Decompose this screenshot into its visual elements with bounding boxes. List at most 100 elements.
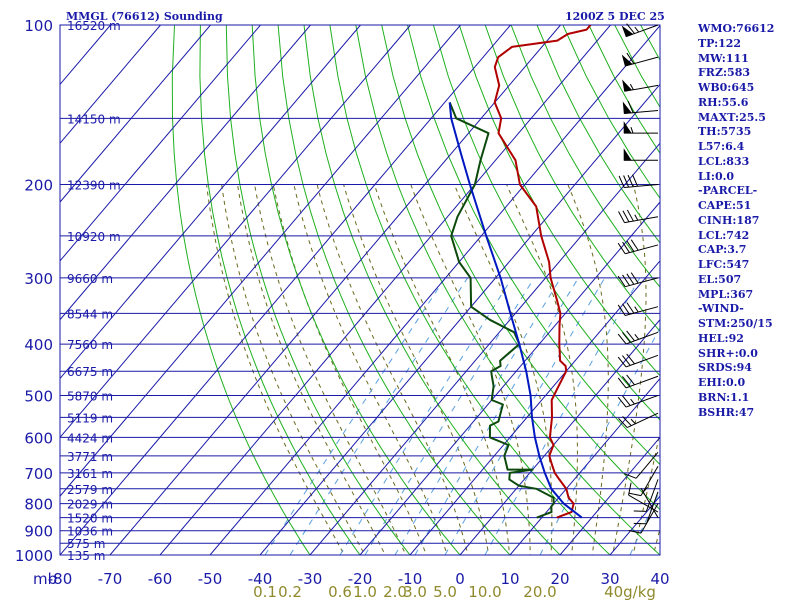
isotherm-line — [60, 25, 411, 439]
stat-item: CAPE:51 — [698, 199, 752, 212]
mixing-ratio-label: 2.0 — [383, 583, 407, 600]
stat-item: STM:250/15 — [698, 317, 773, 330]
wind-barb-pennant — [622, 101, 632, 114]
stat-item: -PARCEL- — [698, 184, 758, 198]
wind-barb — [624, 451, 659, 479]
wind-barb-flag — [617, 396, 627, 408]
wind-barbs — [617, 23, 659, 534]
stat-item: SRDS:94 — [698, 361, 752, 375]
wind-barb — [618, 174, 659, 189]
moist-adiabat-line — [272, 184, 427, 555]
wind-barb-staff — [640, 487, 659, 518]
wind-barb — [622, 79, 659, 92]
stat-item: FRZ:583 — [698, 66, 751, 80]
wind-barb-flag — [623, 175, 630, 188]
isotherms — [60, 25, 660, 555]
isotherm-line — [459, 318, 660, 555]
stat-item: LCL:742 — [698, 228, 750, 242]
stat-item: MAXT:25.5 — [698, 110, 766, 124]
wind-barb-half-flag — [630, 398, 635, 405]
wind-barb-flag — [618, 418, 628, 428]
pressure-label: 700 — [24, 465, 53, 483]
moist-adiabat-line — [373, 184, 511, 555]
stats-panel: WMO:76612 TP:122 MW:111 FRZ:583 WB0:645 RH:55… — [698, 22, 774, 420]
temperature-label: 10 — [500, 570, 519, 588]
wind-barb-staff — [625, 394, 659, 408]
wind-barb-flag — [617, 242, 626, 255]
pressure-label: 900 — [24, 523, 53, 541]
temperature-label: -20 — [348, 570, 373, 588]
mixing-ratio-label: 1.0 — [353, 583, 377, 600]
stat-item: L57:6.4 — [698, 140, 745, 153]
wind-barb-flag — [627, 100, 634, 113]
isotherm-line — [60, 25, 161, 145]
isotherm-line — [259, 83, 660, 555]
isobars — [59, 24, 661, 556]
height-label: 14150 m — [67, 112, 121, 126]
wind-barb — [618, 412, 659, 428]
pressure-label: 400 — [24, 336, 53, 354]
height-label: 4424 m — [67, 431, 113, 445]
wind-barb-flag — [628, 492, 642, 497]
isotherm-line — [109, 25, 561, 555]
isotherm-line — [60, 25, 511, 555]
temperature-label: 40 — [650, 570, 669, 588]
wind-barb — [640, 486, 659, 518]
wind-barb-flag — [622, 210, 630, 223]
stat-item: HEL:92 — [698, 331, 744, 345]
wind-barb — [617, 239, 659, 255]
mixing-ratio-line — [539, 327, 660, 555]
dry-adiabat-line — [303, 25, 561, 555]
isotherm-line — [509, 377, 660, 555]
stat-item: MW:111 — [698, 51, 749, 65]
wind-barb-staff — [625, 354, 659, 368]
wind-barb-staff — [624, 184, 659, 189]
wind-barb-half-flag — [630, 418, 636, 425]
wind-barb-flag — [630, 272, 639, 284]
wind-barb — [621, 52, 659, 67]
stat-item: BSHR:47 — [698, 405, 755, 419]
wind-barb-staff — [625, 306, 659, 316]
height-label: 7560 m — [67, 338, 113, 352]
mixing-ratio-label: 3.0 — [403, 583, 427, 600]
wind-barb-flag — [617, 377, 627, 389]
pressure-unit-label: mb — [33, 570, 57, 588]
stat-item: -WIND- — [698, 302, 744, 316]
height-label: 1036 m — [67, 525, 113, 539]
height-label: 10920 m — [67, 230, 121, 244]
wind-barb-flag — [626, 330, 635, 342]
stat-item: EHI:0.0 — [698, 376, 746, 389]
wind-barb-staff — [625, 331, 659, 345]
wind-barb-flag — [627, 174, 634, 187]
wind-barb-half-flag — [634, 306, 639, 313]
dry-adiabat-line — [458, 25, 660, 377]
wind-barb-flag — [617, 356, 627, 368]
wind-barb-staff — [625, 277, 659, 288]
wind-barb-half-flag — [634, 334, 640, 340]
wind-barb-half-flag — [642, 486, 648, 493]
wind-barb-flag — [617, 275, 626, 287]
pressure-label: 100 — [24, 17, 53, 35]
mixing-ratio-label: 5.0 — [433, 583, 457, 600]
temperature-label: -40 — [248, 570, 273, 588]
wind-barb — [621, 23, 659, 38]
dry-adiabat-line — [484, 25, 660, 333]
temperature-label: -70 — [98, 570, 123, 588]
isotherm-line — [60, 25, 461, 497]
wind-barb-staff — [626, 412, 659, 428]
wind-barb-staff — [625, 244, 659, 255]
dry-adiabat-line — [199, 25, 361, 555]
wind-barb-flag — [617, 333, 627, 345]
wind-barb-flag — [626, 374, 635, 386]
dry-adiabat-line — [407, 25, 660, 466]
pressure-label: 200 — [24, 177, 53, 195]
isotherm-line — [209, 25, 660, 555]
wind-barb-flag — [618, 211, 625, 223]
height-label: 9660 m — [67, 272, 113, 286]
pressure-label: 500 — [24, 387, 53, 405]
moist-adiabat-line — [632, 430, 660, 555]
isotherm-line — [309, 142, 660, 555]
height-label: 16520 m — [67, 19, 121, 33]
